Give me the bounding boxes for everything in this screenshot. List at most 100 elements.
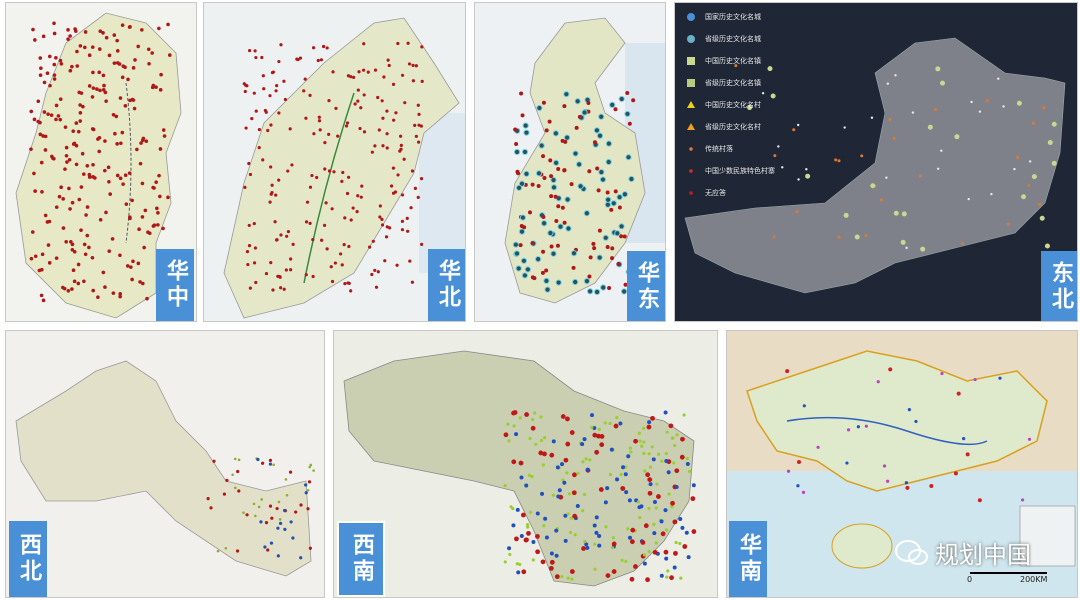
site-marker [523, 170, 530, 177]
site-marker [682, 413, 686, 417]
site-marker [864, 234, 868, 238]
site-marker [664, 556, 669, 561]
site-marker [587, 274, 592, 279]
site-marker [140, 28, 144, 32]
site-marker [91, 288, 95, 293]
site-marker [127, 25, 132, 29]
site-marker [519, 224, 524, 229]
site-marker [560, 574, 564, 579]
site-marker [977, 498, 982, 503]
region-label: 西北 [9, 521, 47, 597]
site-marker [598, 169, 605, 176]
site-marker [565, 416, 570, 422]
site-marker [420, 45, 424, 49]
site-marker [31, 27, 35, 32]
site-marker [118, 96, 123, 100]
site-marker [254, 514, 257, 518]
site-marker [343, 282, 347, 286]
site-marker [66, 28, 70, 32]
scale-distance: 200KM [1020, 575, 1048, 584]
site-marker [953, 471, 958, 476]
site-marker [520, 512, 526, 518]
map [727, 331, 1077, 574]
site-marker [585, 467, 590, 472]
site-marker [940, 149, 943, 152]
site-marker [598, 113, 605, 120]
site-marker [48, 83, 52, 88]
site-marker [513, 127, 518, 132]
legend-label: 中国少数民族特色村寨 [705, 167, 775, 175]
site-marker [138, 280, 142, 284]
site-marker [616, 194, 623, 201]
site-marker [79, 185, 84, 189]
site-marker [665, 575, 669, 579]
site-marker [70, 242, 75, 247]
site-marker [576, 471, 580, 476]
site-marker [886, 82, 890, 85]
site-marker [623, 282, 628, 287]
site-marker [120, 23, 125, 27]
site-marker [340, 179, 344, 183]
site-marker [551, 493, 555, 497]
site-marker [593, 567, 597, 571]
site-marker [885, 479, 890, 483]
site-marker [143, 208, 148, 213]
site-marker [362, 42, 366, 46]
site-marker [61, 285, 65, 290]
site-marker [638, 516, 642, 520]
site-marker [511, 410, 516, 416]
site-marker [796, 484, 800, 488]
site-marker [132, 106, 137, 111]
site-marker [347, 244, 351, 249]
site-marker [927, 124, 933, 130]
site-marker [582, 437, 587, 442]
site-marker [530, 241, 535, 246]
site-marker [110, 237, 115, 241]
site-marker [526, 525, 530, 529]
site-marker [1051, 160, 1057, 166]
site-marker [572, 513, 578, 519]
site-marker [659, 519, 664, 524]
site-marker [577, 183, 584, 190]
site-marker [629, 450, 633, 454]
site-marker [536, 104, 543, 112]
site-marker [515, 265, 522, 272]
site-marker [114, 114, 119, 119]
site-marker [663, 410, 668, 415]
site-marker [98, 88, 102, 93]
site-marker [539, 415, 543, 419]
site-marker [581, 109, 588, 116]
site-marker [652, 531, 657, 536]
site-marker [513, 148, 521, 156]
site-marker [248, 48, 252, 53]
site-marker [304, 483, 308, 487]
site-marker [66, 289, 71, 293]
region [343, 350, 695, 587]
site-marker [253, 246, 257, 250]
site-marker [257, 146, 261, 150]
site-marker [663, 549, 669, 555]
site-marker [400, 193, 405, 197]
site-marker [71, 129, 76, 133]
site-marker [592, 140, 597, 145]
site-marker [610, 546, 615, 550]
site-marker [514, 536, 519, 542]
site-marker [609, 101, 616, 108]
site-marker [511, 459, 517, 465]
site-marker [376, 95, 380, 100]
site-marker [805, 173, 811, 179]
site-marker [503, 483, 507, 488]
site-marker [298, 56, 303, 60]
site-marker [1027, 183, 1031, 187]
site-marker [76, 262, 81, 267]
site-marker [52, 21, 56, 26]
map [343, 350, 697, 587]
site-marker [531, 417, 535, 422]
site-marker [620, 558, 624, 562]
site-marker [596, 433, 601, 439]
site-marker [618, 421, 623, 426]
site-marker [46, 243, 51, 247]
site-marker [541, 100, 546, 105]
site-marker [68, 34, 72, 38]
site-marker [570, 250, 578, 257]
